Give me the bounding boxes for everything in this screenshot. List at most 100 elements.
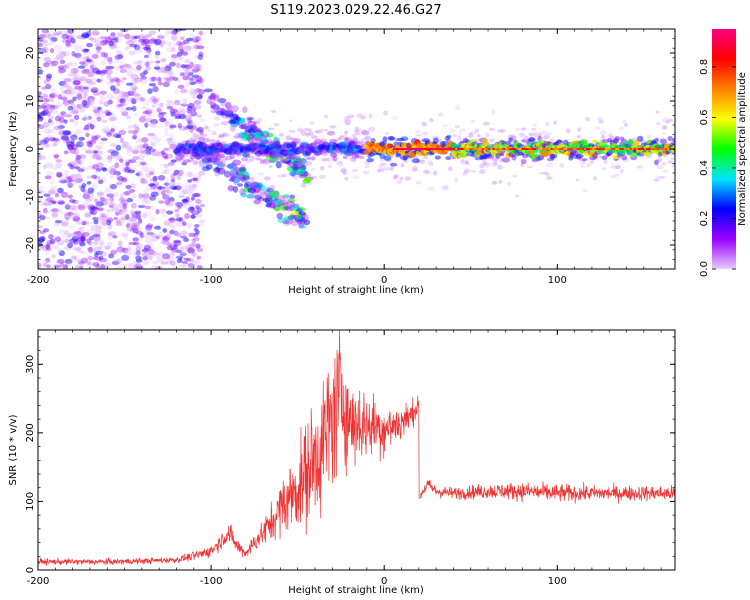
heatmap-cell [106, 56, 113, 62]
heatmap-cell [400, 136, 409, 142]
heatmap-cell [153, 175, 159, 181]
heatmap-cell [314, 129, 320, 134]
heatmap-cell [193, 100, 202, 105]
heatmap-cell [491, 180, 498, 185]
heatmap-cell [336, 137, 342, 142]
heatmap-cell [90, 87, 98, 92]
heatmap-cell [86, 42, 93, 48]
colorbar-gradient [712, 29, 736, 269]
heatmap-x-tick-label: 100 [548, 275, 567, 286]
heatmap-cell [73, 119, 79, 126]
heatmap-cell [38, 225, 44, 229]
heatmap-cell [51, 104, 59, 110]
heatmap-cell [142, 213, 147, 219]
heatmap-cell [485, 132, 490, 138]
heatmap-cell [433, 170, 437, 176]
heatmap-cell [446, 134, 452, 139]
heatmap-cell [198, 51, 204, 57]
heatmap-cell [157, 68, 165, 74]
heatmap-core-cell [575, 148, 578, 150]
heatmap-cell [140, 161, 147, 166]
heatmap-cell [129, 43, 138, 48]
heatmap-core-cell [475, 148, 478, 150]
heatmap-cell [306, 156, 312, 160]
heatmap-cell [134, 95, 143, 101]
heatmap-cell [66, 90, 74, 96]
heatmap-cell [172, 76, 179, 81]
heatmap-cell [512, 138, 516, 143]
heatmap-core-cell [490, 148, 493, 150]
heatmap-cell [310, 175, 318, 180]
heatmap-cell [233, 177, 239, 184]
heatmap-cell [78, 153, 87, 158]
heatmap-cell [125, 248, 133, 255]
heatmap-cell [113, 216, 118, 221]
heatmap-core-cell [392, 148, 395, 150]
heatmap-cell [40, 260, 49, 264]
heatmap-cell [361, 130, 370, 136]
heatmap-cell [38, 153, 41, 160]
heatmap-cell [460, 160, 467, 165]
heatmap-core-cell [411, 148, 414, 150]
heatmap-cell [118, 61, 126, 66]
heatmap-cell [38, 116, 44, 122]
heatmap-cell [162, 70, 168, 74]
heatmap-cell [160, 187, 166, 192]
heatmap-cell [192, 237, 200, 242]
heatmap-cell [151, 134, 159, 139]
heatmap-cell [174, 89, 179, 95]
heatmap-cell [308, 131, 314, 136]
heatmap-y-tick-label: 10 [25, 95, 36, 108]
heatmap-cell [120, 216, 127, 221]
heatmap-cell [42, 207, 48, 214]
heatmap-cell [423, 155, 429, 160]
heatmap-cell [145, 33, 152, 38]
heatmap-cell [155, 183, 160, 190]
heatmap-cell [77, 65, 86, 69]
heatmap-cell [42, 93, 49, 99]
heatmap-cell [65, 212, 71, 217]
heatmap-cell [434, 155, 441, 160]
heatmap-cell [51, 143, 57, 147]
heatmap-cell [177, 232, 182, 238]
heatmap-cell [128, 39, 136, 46]
heatmap-cell [49, 137, 56, 142]
heatmap-cell [71, 51, 76, 57]
heatmap-cell [191, 240, 197, 247]
heatmap-cell [120, 91, 128, 98]
heatmap-x-tick-label: -200 [27, 275, 50, 286]
heatmap-cell [185, 80, 192, 87]
heatmap-cell [59, 229, 65, 234]
heatmap-cell [133, 60, 138, 65]
heatmap-cell [240, 157, 249, 162]
heatmap-cell [115, 104, 122, 109]
heatmap-cell [193, 227, 199, 232]
heatmap-cell [67, 29, 73, 33]
heatmap-cell [614, 135, 620, 141]
heatmap-cell [95, 155, 103, 161]
heatmap-cell [553, 120, 558, 125]
heatmap-cell [170, 222, 176, 229]
heatmap-cell [82, 127, 90, 131]
heatmap-cell [167, 181, 176, 188]
heatmap-core-cell [667, 148, 670, 150]
heatmap-cell [68, 204, 77, 211]
heatmap-cell [344, 136, 349, 142]
heatmap-core-cell [436, 148, 439, 150]
heatmap-cell [661, 131, 667, 135]
heatmap-cell [126, 188, 133, 194]
heatmap-cell [182, 198, 189, 204]
heatmap-cell [276, 212, 284, 220]
heatmap-cell [73, 212, 80, 219]
heatmap-cell [541, 130, 547, 136]
heatmap-cell [310, 167, 316, 172]
heatmap-core-cell [608, 148, 611, 150]
heatmap-cell [118, 197, 125, 202]
heatmap-cell [133, 264, 142, 269]
heatmap-cell [128, 241, 137, 246]
heatmap-cell [86, 260, 92, 266]
heatmap-cell [85, 69, 93, 75]
heatmap-cell [138, 154, 145, 161]
heatmap-cell [147, 112, 152, 117]
heatmap-core-cell [419, 148, 422, 150]
